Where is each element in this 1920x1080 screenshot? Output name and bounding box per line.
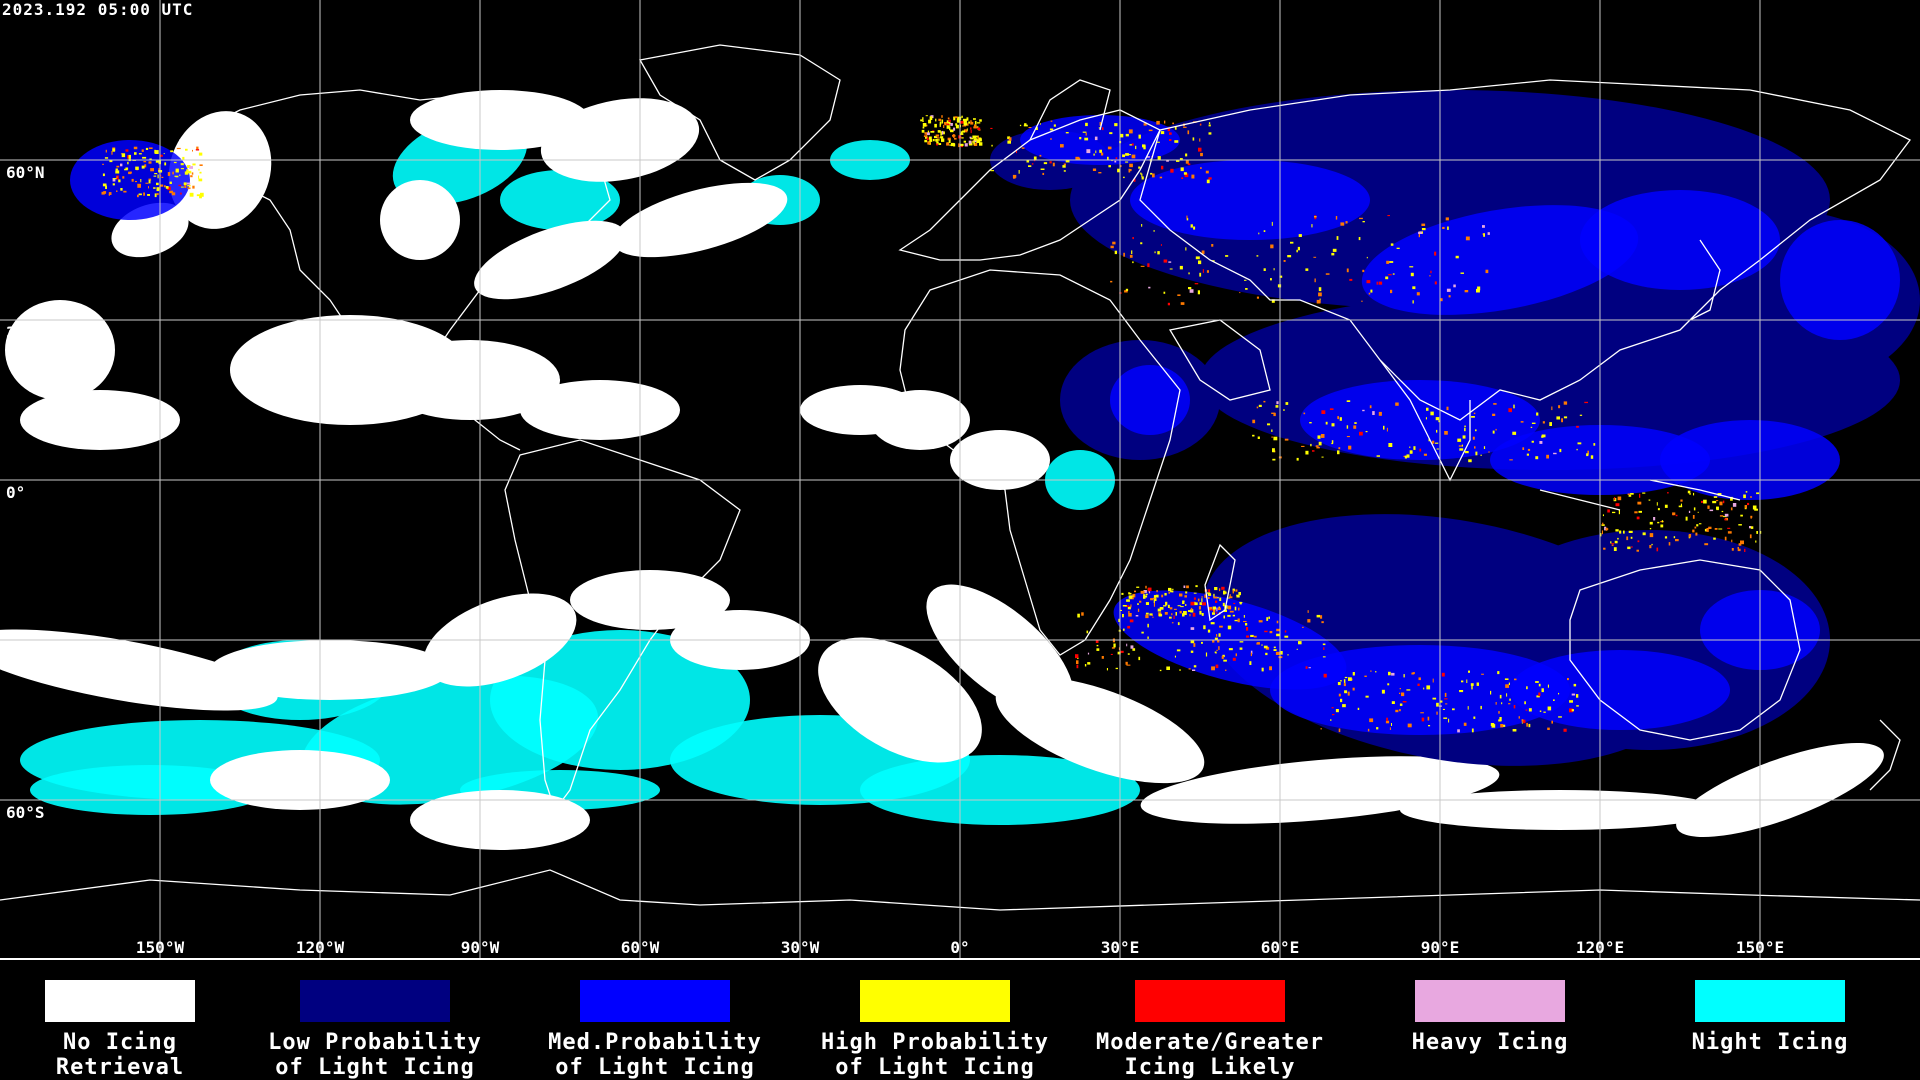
- legend: No Icing Retrieval Low Probability of Ligh…: [0, 960, 1920, 1080]
- legend-item-low-probability: Low Probability of Light Icing: [255, 980, 495, 1080]
- lon-label-120w: 120°W: [295, 938, 345, 957]
- no-icing-retrieval-regions: [0, 90, 1884, 850]
- legend-item-moderate-greater: Moderate/Greater Icing Likely: [1090, 980, 1330, 1080]
- legend-swatch: [45, 980, 195, 1022]
- lon-label-150e: 150°E: [1735, 938, 1785, 957]
- lon-label-90e: 90°E: [1420, 938, 1460, 957]
- lat-label-60s: 60°S: [6, 803, 45, 822]
- legend-item-med-probability: Med.Probability of Light Icing: [535, 980, 775, 1080]
- legend-swatch: [1415, 980, 1565, 1022]
- lon-label-0: 0°: [950, 938, 970, 957]
- legend-swatch: [1135, 980, 1285, 1022]
- map-canvas: [0, 0, 1920, 960]
- lat-lon-grid: [0, 0, 1920, 958]
- lon-label-90w: 90°W: [460, 938, 500, 957]
- lon-label-120e: 120°E: [1575, 938, 1625, 957]
- lon-label-30w: 30°W: [780, 938, 820, 957]
- legend-label: High Probability of Light Icing: [821, 1030, 1049, 1080]
- map-bottom-border: [0, 958, 1920, 960]
- lon-label-150w: 150°W: [135, 938, 185, 957]
- high-moderate-icing-speckle: [101, 115, 1762, 733]
- lon-label-60e: 60°E: [1260, 938, 1300, 957]
- legend-swatch: [1695, 980, 1845, 1022]
- lat-label-30s: 30°S: [6, 643, 45, 662]
- legend-swatch: [580, 980, 730, 1022]
- lon-label-30e: 30°E: [1100, 938, 1140, 957]
- legend-item-heavy-icing: Heavy Icing: [1370, 980, 1610, 1055]
- lon-label-60w: 60°W: [620, 938, 660, 957]
- legend-item-high-probability: High Probability of Light Icing: [815, 980, 1055, 1080]
- lat-label-60n: 60°N: [6, 163, 45, 182]
- lat-label-30n: 30°N: [6, 323, 45, 342]
- legend-label: Night Icing: [1691, 1030, 1849, 1055]
- legend-swatch: [300, 980, 450, 1022]
- legend-label: Moderate/Greater Icing Likely: [1096, 1030, 1324, 1080]
- legend-label: No Icing Retrieval: [55, 1030, 185, 1080]
- icing-map: 60°N 30°N 0° 30°S 60°S 150°W 120°W 90°W …: [0, 0, 1920, 960]
- legend-label: Heavy Icing: [1411, 1030, 1569, 1055]
- timestamp: 2023.192 05:00 UTC: [2, 0, 194, 19]
- lat-label-eq: 0°: [6, 483, 26, 502]
- legend-swatch: [860, 980, 1010, 1022]
- legend-item-night-icing: Night Icing: [1650, 980, 1890, 1055]
- legend-label: Med.Probability of Light Icing: [548, 1030, 762, 1080]
- legend-label: Low Probability of Light Icing: [268, 1030, 482, 1080]
- legend-item-no-icing: No Icing Retrieval: [0, 980, 240, 1080]
